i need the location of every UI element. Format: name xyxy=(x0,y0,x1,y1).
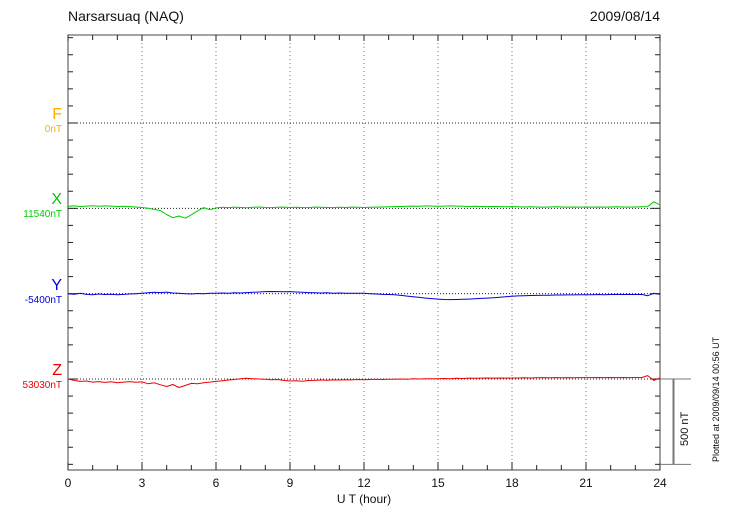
scale-bar-label: 500 nT xyxy=(679,411,691,446)
station-title: Narsarsuaq (NAQ) xyxy=(68,8,184,24)
component-label-f: F 0nT xyxy=(0,107,62,136)
plotted-at-note: Plotted at 2009/09/14 00:56 UT xyxy=(711,336,721,462)
component-letter: Z xyxy=(52,362,62,379)
trace-x xyxy=(67,201,661,219)
x-tick-label: 24 xyxy=(653,476,667,490)
trace-z xyxy=(67,375,661,388)
x-tick-label: 18 xyxy=(505,476,519,490)
x-tick-label: 6 xyxy=(212,476,220,490)
component-baseline-value: 53030nT xyxy=(22,380,62,391)
x-tick-label: 0 xyxy=(64,476,72,490)
plot-date: 2009/08/14 xyxy=(589,8,660,24)
component-letter: Y xyxy=(51,277,62,294)
x-axis-label: U T (hour) xyxy=(336,492,392,506)
component-baseline-value: -5400nT xyxy=(24,295,62,306)
component-baseline-value: 11540nT xyxy=(23,209,62,220)
x-tick-label: 12 xyxy=(357,476,371,490)
component-label-z: Z 53030nT xyxy=(0,363,62,392)
component-letter: F xyxy=(52,106,62,123)
x-tick-label: 15 xyxy=(431,476,445,490)
x-axis-tick-labels: 0 3 6 9 12 15 18 21 24 xyxy=(0,476,730,490)
component-letter: X xyxy=(51,191,62,208)
component-baseline-value: 0nT xyxy=(44,124,62,135)
component-label-x: X 11540nT xyxy=(0,192,62,221)
x-tick-label: 9 xyxy=(286,476,294,490)
x-tick-label: 21 xyxy=(579,476,593,490)
x-tick-label: 3 xyxy=(138,476,146,490)
trace-y xyxy=(67,291,661,301)
component-label-y: Y -5400nT xyxy=(0,278,62,307)
